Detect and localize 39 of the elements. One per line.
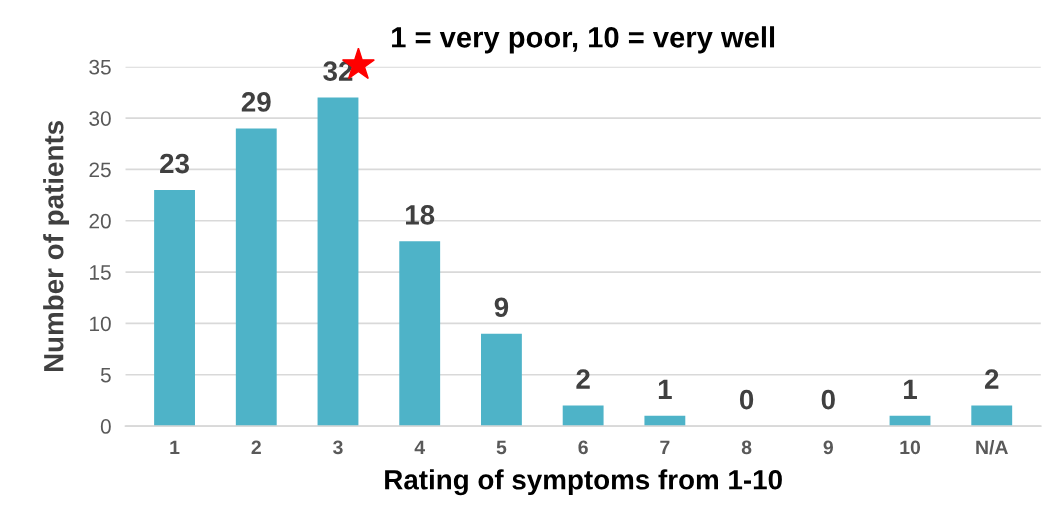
- x-tick-label: N/A: [976, 439, 1008, 455]
- bar: [971, 405, 1013, 427]
- data-label: 0: [821, 389, 835, 410]
- y-axis-title: Number of patients: [43, 121, 70, 372]
- data-label: 1: [658, 379, 672, 399]
- bar: [399, 241, 441, 427]
- chart-title: 1 = very poor, 10 = very well: [392, 26, 775, 54]
- data-label: 2: [984, 369, 999, 389]
- x-tick-label: 10: [900, 440, 921, 455]
- x-tick-label: 5: [496, 440, 507, 455]
- x-tick-label: 2: [251, 440, 261, 455]
- y-tick-label: 20: [89, 213, 111, 229]
- data-label: 18: [406, 205, 435, 225]
- data-label: 9: [494, 297, 509, 318]
- bar: [481, 333, 522, 427]
- bar: [154, 189, 195, 427]
- data-label: 2: [576, 369, 590, 389]
- x-tick-label: 1: [170, 440, 180, 455]
- data-label: 1: [904, 379, 917, 399]
- bar: [317, 97, 359, 427]
- x-tick-label: 7: [660, 440, 670, 455]
- y-tick-label: 30: [89, 111, 111, 126]
- y-tick-label: 0: [100, 419, 111, 434]
- data-label: 0: [739, 389, 754, 410]
- x-axis-title: Rating of symptoms from 1-10: [385, 469, 782, 496]
- x-tick-label: 3: [333, 440, 343, 455]
- y-tick-label: 15: [90, 265, 111, 280]
- bar: [562, 405, 604, 427]
- x-tick-label: 4: [414, 440, 426, 455]
- y-tick-label: 35: [89, 59, 111, 75]
- data-label: 29: [241, 92, 271, 112]
- y-tick-label: 25: [89, 162, 111, 178]
- x-tick-label: 8: [741, 440, 752, 455]
- y-tick-label: 10: [90, 316, 111, 332]
- data-label: 23: [160, 153, 189, 174]
- y-tick-label: 5: [100, 367, 111, 383]
- x-tick-label: 6: [578, 440, 588, 455]
- x-tick-label: 9: [823, 440, 833, 455]
- bar: [235, 128, 277, 427]
